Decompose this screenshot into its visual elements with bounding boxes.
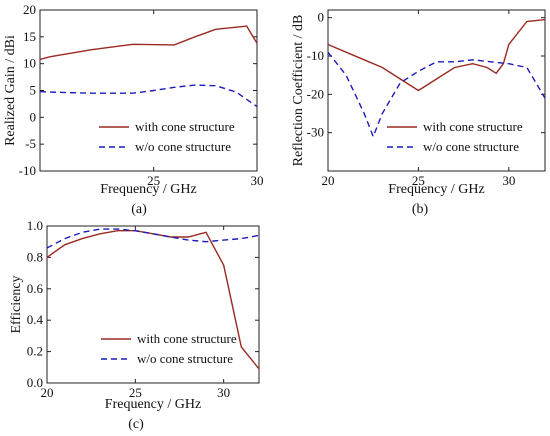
y-tick-label: 0	[318, 10, 325, 25]
y-axis-label: Efficiency	[9, 275, 24, 333]
legend-label: with cone structure	[137, 331, 237, 346]
series-line-without-cone	[46, 228, 260, 249]
y-tick-label: 0.6	[27, 281, 44, 296]
x-tick-label: 30	[251, 173, 264, 188]
x-tick-label: 25	[412, 173, 425, 188]
series-line-with-cone	[327, 18, 546, 92]
panel-label: (a)	[131, 202, 147, 217]
x-tick-label: 20	[322, 173, 335, 188]
y-tick-label: -20	[307, 86, 324, 101]
y-tick-label: 0	[30, 109, 37, 124]
legend-label: with cone structure	[135, 119, 235, 134]
x-tick-label: 30	[217, 385, 230, 400]
legend-label: w/o cone structure	[423, 139, 519, 154]
y-tick-label: 1.0	[27, 218, 43, 233]
x-tick-label: 20	[41, 385, 54, 400]
legend-label: w/o cone structure	[135, 139, 231, 154]
y-tick-label: -10	[19, 163, 36, 178]
legend-label: w/o cone structure	[137, 351, 233, 366]
series-line-without-cone	[39, 84, 258, 108]
y-tick-label: 20	[23, 2, 36, 17]
y-tick-label: -5	[25, 136, 36, 151]
y-tick-label: 5	[30, 83, 37, 98]
series-line-with-cone	[46, 229, 260, 370]
plot-frame-3	[46, 225, 260, 384]
y-tick-label: -30	[307, 125, 324, 140]
y-tick-label: 0.0	[27, 375, 43, 390]
x-axis-label: Frequency / GHz	[388, 182, 484, 197]
panel-label: (b)	[412, 202, 429, 217]
legend-label: with cone structure	[423, 119, 523, 134]
series-line-without-cone	[327, 51, 546, 139]
y-tick-label: 0.2	[27, 344, 43, 359]
x-axis-label: Frequency / GHz	[105, 397, 201, 412]
y-tick-label: -10	[307, 48, 324, 63]
series-line-with-cone	[39, 25, 258, 61]
x-tick-label: 25	[129, 385, 142, 400]
y-tick-label: 10	[23, 56, 36, 71]
y-axis-label: Reflection Coefficient / dB	[291, 15, 306, 167]
y-tick-label: 0.8	[27, 249, 43, 264]
y-tick-label: 15	[23, 29, 36, 44]
y-axis-label: Realized Gain / dBi	[3, 35, 18, 146]
y-tick-label: 0.4	[27, 312, 44, 327]
plot-frame-2	[327, 9, 546, 172]
panel-label: (c)	[128, 417, 144, 432]
x-tick-label: 25	[147, 173, 160, 188]
x-tick-label: 30	[502, 173, 515, 188]
x-axis-label: Frequency / GHz	[100, 182, 196, 197]
